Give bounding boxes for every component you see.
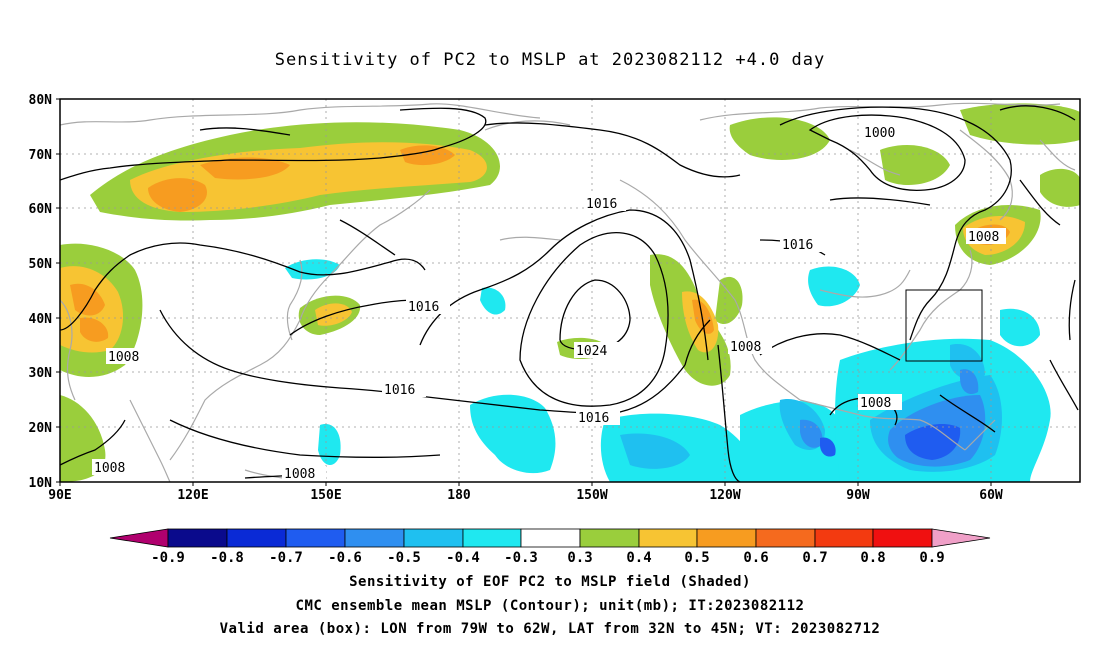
colorbar-label: -0.3: [504, 550, 538, 566]
contour-label-1016-na: 1016: [782, 238, 813, 253]
contour-label-1008-sw: 1008: [94, 461, 125, 476]
colorbar-swatch: [696, 528, 757, 548]
colorbar-swatch: [344, 528, 405, 548]
contour-label-1008-ne: 1008: [968, 230, 999, 245]
lat-label: 70N: [29, 148, 53, 163]
colorbar-swatch: [167, 528, 228, 548]
lat-ticks: [56, 98, 60, 483]
colorbar-label: -0.7: [269, 550, 303, 566]
shading-negative-max: [820, 424, 961, 460]
contour-label-1016-b: 1016: [578, 411, 609, 426]
mslp-contours: [60, 105, 1079, 482]
colorbar-swatch: [285, 528, 346, 548]
lat-label: 60N: [29, 202, 53, 217]
lat-label: 10N: [29, 476, 53, 491]
map-title: Sensitivity of PC2 to MSLP at 2023082112…: [274, 50, 826, 70]
colorbar-label: 0.3: [567, 550, 592, 566]
colorbar-swatch: [872, 528, 933, 548]
colorbar: [109, 528, 991, 548]
colorbar-label: 0.6: [743, 550, 768, 566]
colorbar-labels: -0.9 -0.8 -0.7 -0.6 -0.5 -0.4 -0.3 0.3 0…: [151, 550, 945, 566]
colorbar-label: 0.4: [626, 550, 651, 566]
lat-label: 20N: [29, 421, 53, 436]
caption-contour: CMC ensemble mean MSLP (Contour); unit(m…: [295, 598, 805, 614]
colorbar-swatch: [520, 528, 581, 548]
colorbar-swatch: [403, 528, 464, 548]
colorbar-label: -0.9: [151, 550, 185, 566]
contour-label-1024: 1024: [576, 344, 607, 359]
lat-label: 80N: [29, 93, 53, 108]
colorbar-label: 0.9: [919, 550, 944, 566]
contour-label-1016-wp: 1016: [408, 300, 439, 315]
lon-labels: 90E 120E 150E 180 150W 120W 90W 60W: [48, 488, 1003, 503]
shading-layer: [60, 103, 1080, 482]
caption-shading: Sensitivity of EOF PC2 to MSLP field (Sh…: [349, 574, 751, 590]
lat-labels: 80N 70N 60N 50N 40N 30N 20N 10N: [29, 93, 53, 491]
lat-label: 30N: [29, 366, 53, 381]
colorbar-swatch: [226, 528, 287, 548]
coastlines: [60, 102, 1076, 482]
colorbar-label: -0.4: [446, 550, 480, 566]
contour-label-1000: 1000: [864, 126, 895, 141]
lon-label: 150E: [310, 488, 341, 503]
colorbar-swatch: [638, 528, 698, 548]
lon-label: 120E: [177, 488, 208, 503]
lon-ticks: [59, 482, 992, 486]
colorbar-swatch: [814, 528, 874, 548]
colorbar-over-triangle: [931, 528, 991, 548]
colorbar-label: 0.8: [860, 550, 885, 566]
contour-label-1008-coast: 1008: [730, 340, 761, 355]
colorbar-swatch: [462, 528, 522, 548]
colorbar-label: -0.5: [387, 550, 421, 566]
contour-label-1008-w: 1008: [108, 350, 139, 365]
contour-label-1016-a: 1016: [384, 383, 415, 398]
colorbar-label: -0.6: [328, 550, 362, 566]
lon-label: 120W: [709, 488, 740, 503]
lon-label: 90E: [48, 488, 71, 503]
contour-label-1008-s: 1008: [284, 467, 315, 482]
valid-area-box: [905, 289, 983, 362]
lon-label: 90W: [846, 488, 870, 503]
map-frame: [59, 98, 1081, 483]
lon-label: 150W: [576, 488, 607, 503]
colorbar-under-triangle: [109, 528, 169, 548]
colorbar-label: 0.7: [802, 550, 827, 566]
lon-label: 60W: [979, 488, 1003, 503]
contour-label-1008-gulf: 1008: [860, 396, 891, 411]
colorbar-label: -0.8: [210, 550, 244, 566]
contour-label-1016-mid: 1016: [586, 197, 617, 212]
lat-label: 50N: [29, 257, 53, 272]
colorbar-label: 0.5: [684, 550, 709, 566]
lat-label: 40N: [29, 312, 53, 327]
colorbar-swatch: [755, 528, 816, 548]
colorbar-swatch: [579, 528, 640, 548]
caption-valid-area: Valid area (box): LON from 79W to 62W, L…: [219, 621, 881, 637]
shading-positive-mid: [60, 142, 1025, 353]
contour-labels: 1000 1008 1016 1016 1016 1016 1016 1024 …: [92, 124, 1006, 482]
lon-label: 180: [447, 488, 471, 503]
